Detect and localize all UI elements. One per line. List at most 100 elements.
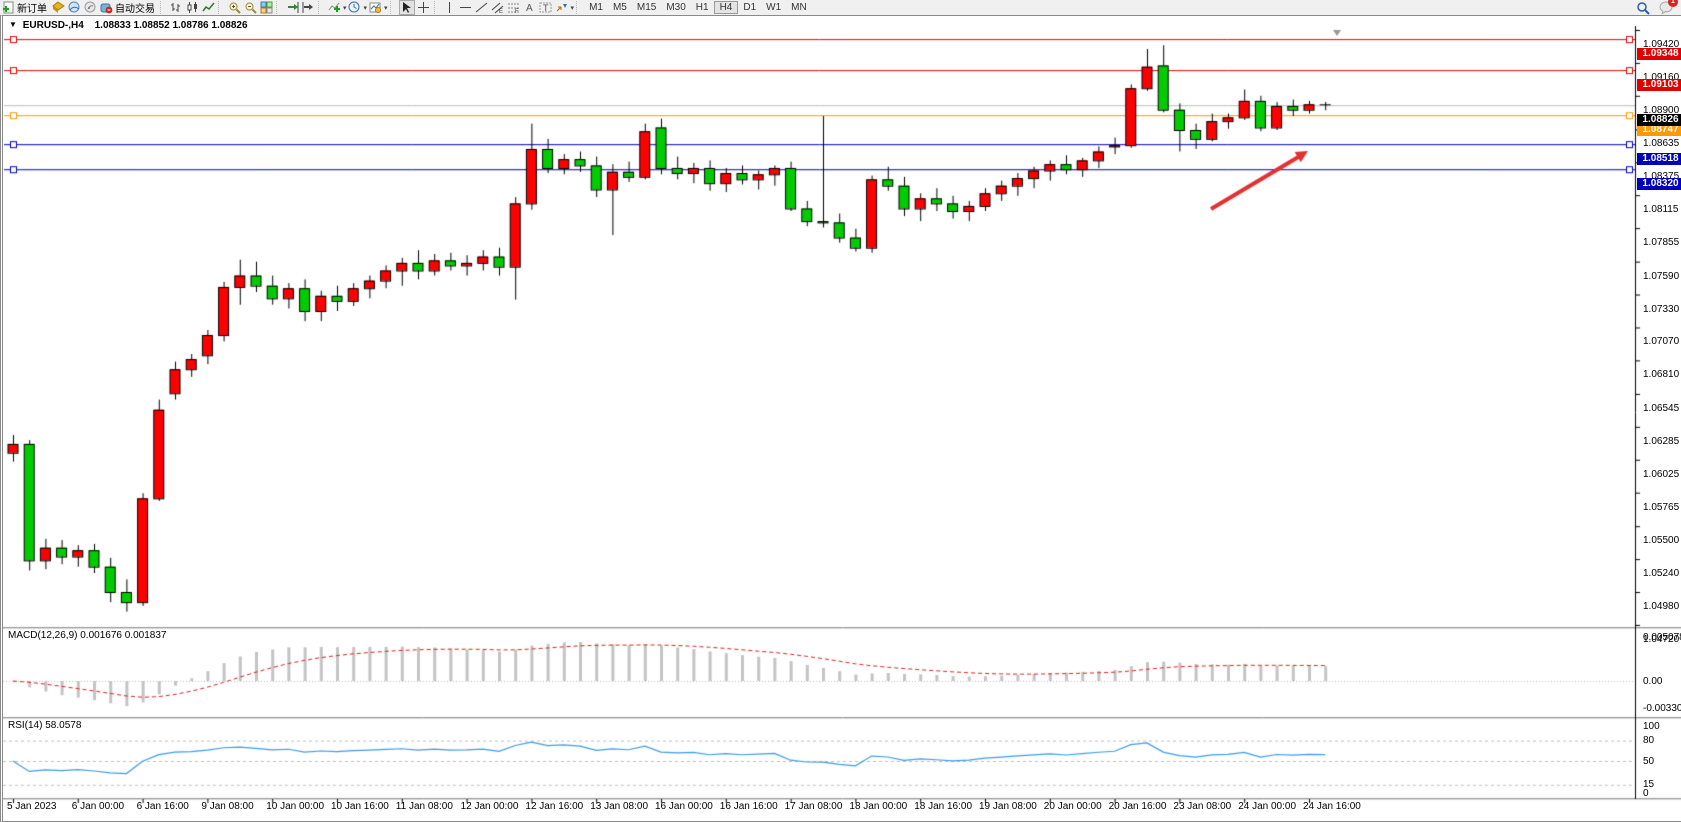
separator xyxy=(160,1,166,14)
date-tick-label: 11 Jan 08:00 xyxy=(395,801,453,812)
templates-button[interactable] xyxy=(368,1,382,14)
separator xyxy=(433,1,440,14)
candlestick-chart-type-button[interactable] xyxy=(185,1,199,14)
date-tick-label: 18 Jan 16:00 xyxy=(914,801,973,812)
macd-indicator-label: MACD(12,26,9) 0.001676 0.001837 xyxy=(8,630,167,641)
horizontal-line-tool-button[interactable] xyxy=(459,1,473,14)
price-tick-label: 1.06285 xyxy=(1643,435,1680,447)
date-tick-label: 12 Jan 00:00 xyxy=(460,801,519,812)
price-line-badge[interactable]: 1.09103 xyxy=(1637,79,1681,92)
date-tick-label: 18 Jan 00:00 xyxy=(849,801,908,812)
zoom-out-button[interactable] xyxy=(243,1,257,14)
periods-button[interactable] xyxy=(348,1,362,14)
profile-icon[interactable] xyxy=(67,1,81,14)
notification-badge: 1 xyxy=(1668,0,1678,7)
date-tick-label: 9 Jan 08:00 xyxy=(201,801,254,812)
date-tick-label: 19 Jan 08:00 xyxy=(979,801,1037,812)
search-icon[interactable] xyxy=(1636,1,1650,15)
timeframe-d1-button[interactable]: D1 xyxy=(743,2,757,13)
rsi-axis-0: 0 xyxy=(1643,788,1649,799)
macd-axis-zero: 0.00 xyxy=(1643,676,1663,687)
equidistant-channel-tool-button[interactable]: E xyxy=(491,1,505,14)
timeframe-w1-button[interactable]: W1 xyxy=(766,2,782,13)
price-tick-label: 1.09420 xyxy=(1643,39,1680,50)
price-tick-label: 1.05765 xyxy=(1643,501,1680,513)
timeframe-m1-button[interactable]: M1 xyxy=(589,2,603,13)
cursor-tool-button[interactable] xyxy=(398,0,415,15)
line-chart-type-button[interactable] xyxy=(201,1,215,14)
indicators-button[interactable] xyxy=(327,1,341,14)
separator xyxy=(318,1,324,14)
timeframe-m15-button[interactable]: M15 xyxy=(636,2,657,13)
date-tick-label: 24 Jan 16:00 xyxy=(1303,801,1361,812)
indicators-dropdown-arrow[interactable]: ▾ xyxy=(343,4,347,12)
price-tick-label: 1.05500 xyxy=(1643,535,1680,547)
date-tick-label: 5 Jan 2023 xyxy=(7,801,57,812)
periods-dropdown-arrow[interactable]: ▾ xyxy=(363,4,368,12)
chart-shift-button[interactable] xyxy=(301,1,315,14)
community-chat-icon[interactable]: 1 xyxy=(1659,0,1678,14)
chart-canvas[interactable] xyxy=(3,16,1681,821)
date-tick-label: 10 Jan 16:00 xyxy=(331,801,389,812)
timeframe-h4-button[interactable]: H4 xyxy=(713,1,739,14)
price-tick-label: 1.07590 xyxy=(1643,270,1680,282)
date-tick-label: 16 Jan 16:00 xyxy=(719,801,778,812)
new-order-button[interactable] xyxy=(1,1,15,14)
auto-trading-icon[interactable] xyxy=(99,1,113,14)
fibonacci-tool-button[interactable]: F xyxy=(507,1,521,14)
toolbar: 新订单 自动交易 ▾ ▾ ▾ E F A T ▾ xyxy=(0,0,1681,16)
new-order-label[interactable]: 新订单 xyxy=(17,4,47,15)
zoom-in-button[interactable] xyxy=(227,1,241,14)
date-tick-label: 6 Jan 16:00 xyxy=(136,801,189,812)
market-watch-icon[interactable] xyxy=(51,1,65,14)
chart-title: ▼ EURUSD-,H4 1.08833 1.08852 1.08786 1.0… xyxy=(9,20,248,31)
timeframe-m5-button[interactable]: M5 xyxy=(612,2,627,13)
chart-dropdown-icon[interactable]: ▼ xyxy=(9,20,17,29)
chart-symbol-period: EURUSD-,H4 xyxy=(22,20,84,31)
separator xyxy=(576,1,582,14)
templates-dropdown-arrow[interactable]: ▾ xyxy=(384,4,388,12)
rsi-axis-15: 15 xyxy=(1643,779,1655,790)
auto-trading-label[interactable]: 自动交易 xyxy=(115,4,155,15)
price-line-badge[interactable]: 1.08747 xyxy=(1637,124,1681,137)
svg-text:F: F xyxy=(515,9,519,14)
separator xyxy=(276,1,282,14)
date-tick-label: 16 Jan 00:00 xyxy=(655,801,713,812)
price-tick-label: 1.06810 xyxy=(1643,369,1680,381)
text-tool-button[interactable]: A xyxy=(523,1,537,14)
auto-scroll-button[interactable] xyxy=(285,1,299,14)
price-line-badge[interactable]: 1.09348 xyxy=(1637,48,1681,61)
vertical-line-tool-button[interactable] xyxy=(443,1,457,14)
timeframe-h1-button[interactable]: H1 xyxy=(695,2,709,13)
rsi-axis-80: 80 xyxy=(1643,735,1655,746)
price-tick-label: 1.05240 xyxy=(1643,568,1680,580)
price-tick-label: 1.06025 xyxy=(1643,468,1680,480)
current-price-badge: 1.08826 xyxy=(1637,114,1681,127)
arrows-tool-button[interactable] xyxy=(555,1,569,14)
text-label-tool-button[interactable]: T xyxy=(539,1,553,14)
rsi-axis-50: 50 xyxy=(1643,756,1655,767)
arrows-dropdown-arrow[interactable]: ▾ xyxy=(570,4,575,12)
tile-windows-button[interactable] xyxy=(259,1,273,14)
separator xyxy=(389,1,396,14)
trendline-tool-button[interactable] xyxy=(475,1,489,14)
chart-window: ▼ EURUSD-,H4 1.08833 1.08852 1.08786 1.0… xyxy=(0,15,1681,822)
price-line-badge[interactable]: 1.08320 xyxy=(1637,178,1681,191)
price-tick-label: 1.08375 xyxy=(1643,171,1680,183)
signals-icon[interactable] xyxy=(83,1,97,14)
date-tick-label: 17 Jan 08:00 xyxy=(784,801,843,812)
bar-chart-type-button[interactable] xyxy=(169,1,183,14)
timeframe-mn-button[interactable]: MN xyxy=(791,2,807,13)
price-tick-label: 1.04980 xyxy=(1643,601,1680,612)
crosshair-tool-button[interactable] xyxy=(417,1,431,14)
svg-text:T: T xyxy=(543,3,549,13)
timeframe-m30-button[interactable]: M30 xyxy=(666,2,686,13)
price-line-badge[interactable]: 1.08518 xyxy=(1637,153,1681,166)
price-tick-label: 1.06545 xyxy=(1643,402,1680,414)
date-tick-label: 12 Jan 16:00 xyxy=(525,801,584,812)
chart-ohlc-values: 1.08833 1.08852 1.08786 1.08826 xyxy=(94,20,248,31)
macd-axis-max: 0.005078 xyxy=(1643,632,1681,643)
separator xyxy=(218,1,224,14)
